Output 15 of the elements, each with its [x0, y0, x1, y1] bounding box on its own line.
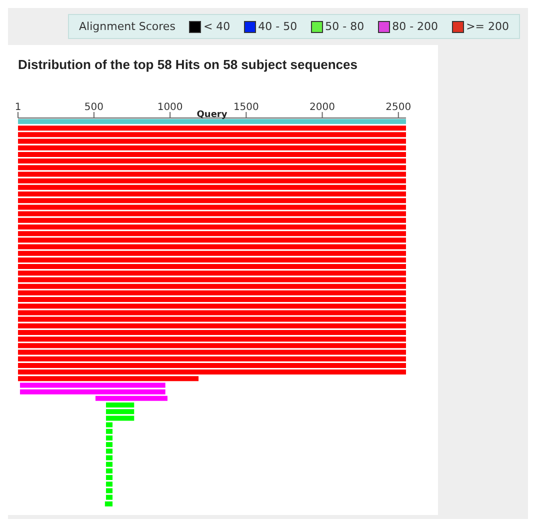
text: >= 200: [465, 20, 509, 33]
x-tick-label: 1500: [233, 102, 259, 113]
chart-title: Distribution of the top 58 Hits on 58 subject sequences: [17, 56, 358, 74]
text: 40 - 50: [257, 20, 298, 33]
x-tick-label: 1: [14, 102, 22, 113]
bar: [20, 382, 166, 388]
x-tick-label: 500: [84, 102, 104, 113]
legend-title: Alignment Scores: [79, 20, 176, 33]
x-tick-label: 2000: [310, 102, 336, 113]
text: < 40: [202, 20, 230, 33]
text: 50 - 80: [324, 20, 364, 33]
x-tick-label: 1000: [157, 102, 183, 113]
x-tick-label: 2500: [386, 102, 412, 113]
text: 80 - 200: [391, 20, 438, 33]
annotation: Query: [196, 110, 228, 120]
